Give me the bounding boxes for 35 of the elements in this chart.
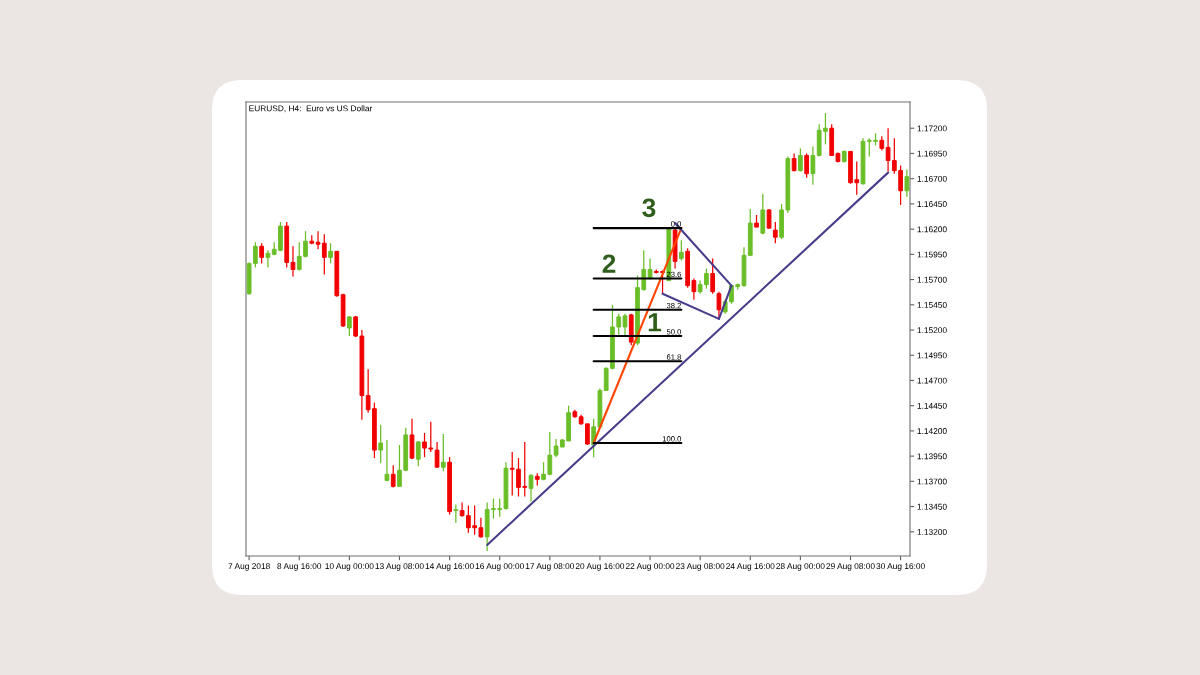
- x-tick-label: 30 Aug 16:00: [876, 563, 925, 571]
- y-tick-label: 1.16700: [917, 175, 947, 182]
- x-tick-label: 10 Aug 00:00: [325, 563, 374, 571]
- y-tick-label: 1.15450: [917, 301, 947, 308]
- x-tick-label: 22 Aug 00:00: [625, 563, 675, 571]
- y-tick-label: 1.13200: [917, 528, 947, 535]
- y-tick-label: 1.15950: [917, 251, 947, 258]
- chart-title: EURUSD, H4: Euro vs US Dollar: [249, 105, 373, 113]
- y-tick-label: 1.14200: [917, 428, 947, 434]
- y-tick-label: 1.16200: [917, 226, 947, 233]
- y-tick-label: 1.16950: [917, 150, 947, 157]
- x-tick-label: 13 Aug 08:00: [375, 563, 424, 571]
- y-tick-label: 1.17200: [917, 125, 947, 132]
- y-tick-label: 1.13700: [917, 478, 947, 485]
- y-tick-label: 1.15200: [917, 327, 947, 334]
- x-tick-label: 28 Aug 00:00: [776, 563, 825, 571]
- y-tick-label: 1.14450: [917, 402, 947, 409]
- x-tick-label: 29 Aug 08:00: [826, 563, 875, 571]
- y-tick-label: 1.13950: [917, 453, 947, 460]
- x-tick-label: 24 Aug 16:00: [726, 563, 775, 571]
- x-tick-label: 16 Aug 00:00: [475, 563, 524, 571]
- y-tick-label: 1.14950: [917, 352, 947, 359]
- y-tick-label: 1.16450: [917, 201, 947, 207]
- x-tick-label: 14 Aug 16:00: [425, 563, 474, 571]
- annotation: 3: [642, 198, 656, 218]
- y-tick-label: 1.13450: [917, 503, 947, 510]
- x-tick-label: 17 Aug 08:00: [525, 563, 575, 571]
- x-tick-label: 7 Aug 2018: [228, 563, 270, 571]
- x-tick-label: 20 Aug 16:00: [575, 563, 625, 571]
- x-tick-label: 8 Aug 16:00: [277, 563, 322, 571]
- y-tick-label: 1.14700: [917, 377, 947, 384]
- x-tick-label: 23 Aug 08:00: [676, 563, 725, 571]
- annotation: 1: [648, 313, 662, 332]
- annotation: 2: [602, 254, 616, 273]
- y-tick-label: 1.15700: [917, 276, 947, 283]
